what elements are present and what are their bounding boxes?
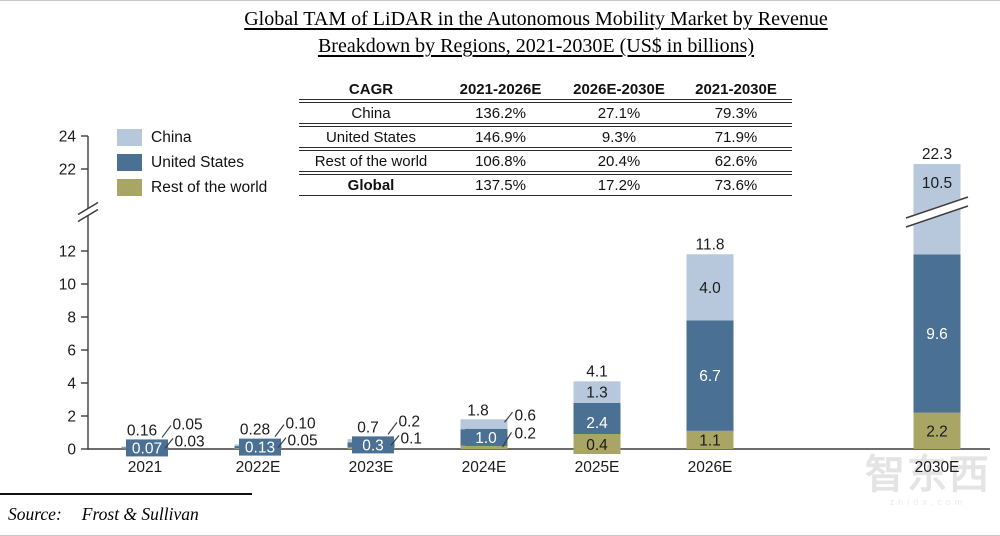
- bar-value-label-united-states: 0.07: [132, 440, 162, 457]
- bar-value-label-rest-of-world: 2.2: [926, 423, 948, 440]
- cagr-table-header-row: CAGR 2021-2026E 2026E-2030E 2021-2030E: [299, 79, 792, 100]
- cagr-table-header: CAGR: [299, 79, 443, 100]
- bar-value-label-united-states: 1.0: [475, 430, 497, 447]
- bar-value-label-china: 0.2: [399, 413, 421, 430]
- bar-value-label-rest-of-world: 0.05: [288, 433, 318, 450]
- y-axis-tick-label: 2: [67, 409, 76, 426]
- y-axis-tick-label: 22: [59, 162, 76, 179]
- bar-value-label-rest-of-world: 1.1: [699, 432, 721, 449]
- cagr-cell: 73.6%: [680, 174, 792, 196]
- cagr-row-label: Rest of the world: [299, 150, 443, 172]
- legend: China United States Rest of the world: [117, 129, 267, 204]
- cagr-cell: 71.9%: [680, 126, 792, 148]
- bar-value-label-rest-of-world: 0.2: [515, 425, 537, 442]
- legend-label: United States: [151, 154, 244, 172]
- bar-value-label-china: 0.10: [286, 416, 317, 433]
- legend-swatch-china: [117, 129, 142, 146]
- leader-line: [505, 412, 513, 422]
- leader-line: [275, 425, 284, 437]
- y-axis-tick-label: 6: [67, 343, 76, 360]
- cagr-cell: 9.3%: [558, 126, 680, 148]
- bar-value-label-united-states: 0.3: [362, 437, 384, 454]
- bar-value-label-rest-of-world: 0.4: [586, 437, 608, 454]
- cagr-row-label: United States: [299, 126, 443, 148]
- bar-value-label-united-states: 6.7: [699, 368, 721, 385]
- cagr-row-china: China 136.2% 27.1% 79.3%: [299, 102, 792, 124]
- cagr-cell: 137.5%: [443, 174, 558, 196]
- bar-total-label: 22.3: [922, 146, 952, 163]
- x-axis-label: 2023E: [349, 459, 394, 476]
- cagr-row-label: Global: [299, 174, 443, 196]
- cagr-row-rest-of-world: Rest of the world 106.8% 20.4% 62.6%: [299, 150, 792, 172]
- bar-total-label: 0.16: [127, 422, 157, 439]
- bar-value-label-china: 0.6: [515, 407, 537, 424]
- bar-value-label-united-states: 0.13: [245, 440, 275, 457]
- bar-total-label: 1.8: [467, 402, 489, 419]
- y-axis-tick-label: 10: [59, 277, 77, 294]
- cagr-table-header: 2021-2026E: [443, 79, 558, 100]
- legend-label: China: [151, 129, 192, 147]
- x-axis-label: 2022E: [236, 459, 281, 476]
- y-axis-tick-label: 0: [67, 442, 76, 459]
- y-axis-tick-label: 12: [59, 244, 76, 261]
- y-axis-tick-label: 24: [59, 129, 77, 146]
- source-note: Source: Frost & Sullivan: [8, 504, 199, 525]
- bar-value-label-china: 1.3: [586, 385, 608, 402]
- cagr-cell: 136.2%: [443, 102, 558, 124]
- legend-label: Rest of the world: [151, 179, 267, 197]
- cagr-row-global: Global 137.5% 17.2% 73.6%: [299, 174, 792, 196]
- bar-value-label-china: 0.05: [173, 416, 203, 433]
- bar-value-label-china: 10.5: [922, 175, 952, 192]
- cagr-cell: 27.1%: [558, 102, 680, 124]
- leader-line: [162, 425, 171, 437]
- bar-total-label: 11.8: [695, 236, 724, 253]
- source-value: Frost & Sullivan: [82, 504, 199, 524]
- bar-value-label-rest-of-world: 0.03: [175, 433, 205, 450]
- cagr-cell: 20.4%: [558, 150, 680, 172]
- source-divider-line: [0, 493, 252, 495]
- bar-total-label: 0.7: [357, 419, 379, 436]
- leader-line: [388, 422, 397, 434]
- cagr-row-united-states: United States 146.9% 9.3% 71.9%: [299, 126, 792, 148]
- bar-total-label: 0.28: [240, 422, 270, 439]
- x-axis-label: 2030E: [915, 459, 960, 476]
- cagr-cell: 146.9%: [443, 126, 558, 148]
- legend-item-rest-of-world: Rest of the world: [117, 179, 267, 196]
- x-axis-label: 2025E: [575, 459, 620, 476]
- bar-total-label: 4.1: [586, 363, 608, 380]
- cagr-cell: 62.6%: [680, 150, 792, 172]
- source-prefix: Source:: [8, 504, 62, 524]
- cagr-table: CAGR 2021-2026E 2026E-2030E 2021-2030E C…: [299, 77, 792, 198]
- legend-swatch-united-states: [117, 154, 142, 171]
- bar-value-label-united-states: 9.6: [926, 326, 948, 343]
- cagr-cell: 79.3%: [680, 102, 792, 124]
- y-axis-tick-label: 8: [67, 310, 76, 327]
- bar-segment-china: [461, 419, 508, 429]
- legend-item-china: China: [117, 129, 267, 146]
- cagr-table-header: 2026E-2030E: [558, 79, 680, 100]
- bar-value-label-rest-of-world: 0.1: [401, 430, 423, 447]
- legend-swatch-rest-of-world: [117, 179, 142, 196]
- cagr-row-label: China: [299, 102, 443, 124]
- cagr-cell: 106.8%: [443, 150, 558, 172]
- bar-value-label-united-states: 2.4: [586, 415, 608, 432]
- bar-value-label-china: 4.0: [699, 280, 721, 297]
- y-axis-tick-label: 4: [67, 376, 76, 393]
- cagr-table-header: 2021-2030E: [680, 79, 792, 100]
- x-axis-label: 2026E: [688, 459, 733, 476]
- x-axis-label: 2021: [128, 459, 162, 476]
- x-axis-label: 2024E: [462, 459, 507, 476]
- cagr-cell: 17.2%: [558, 174, 680, 196]
- legend-item-united-states: United States: [117, 154, 267, 171]
